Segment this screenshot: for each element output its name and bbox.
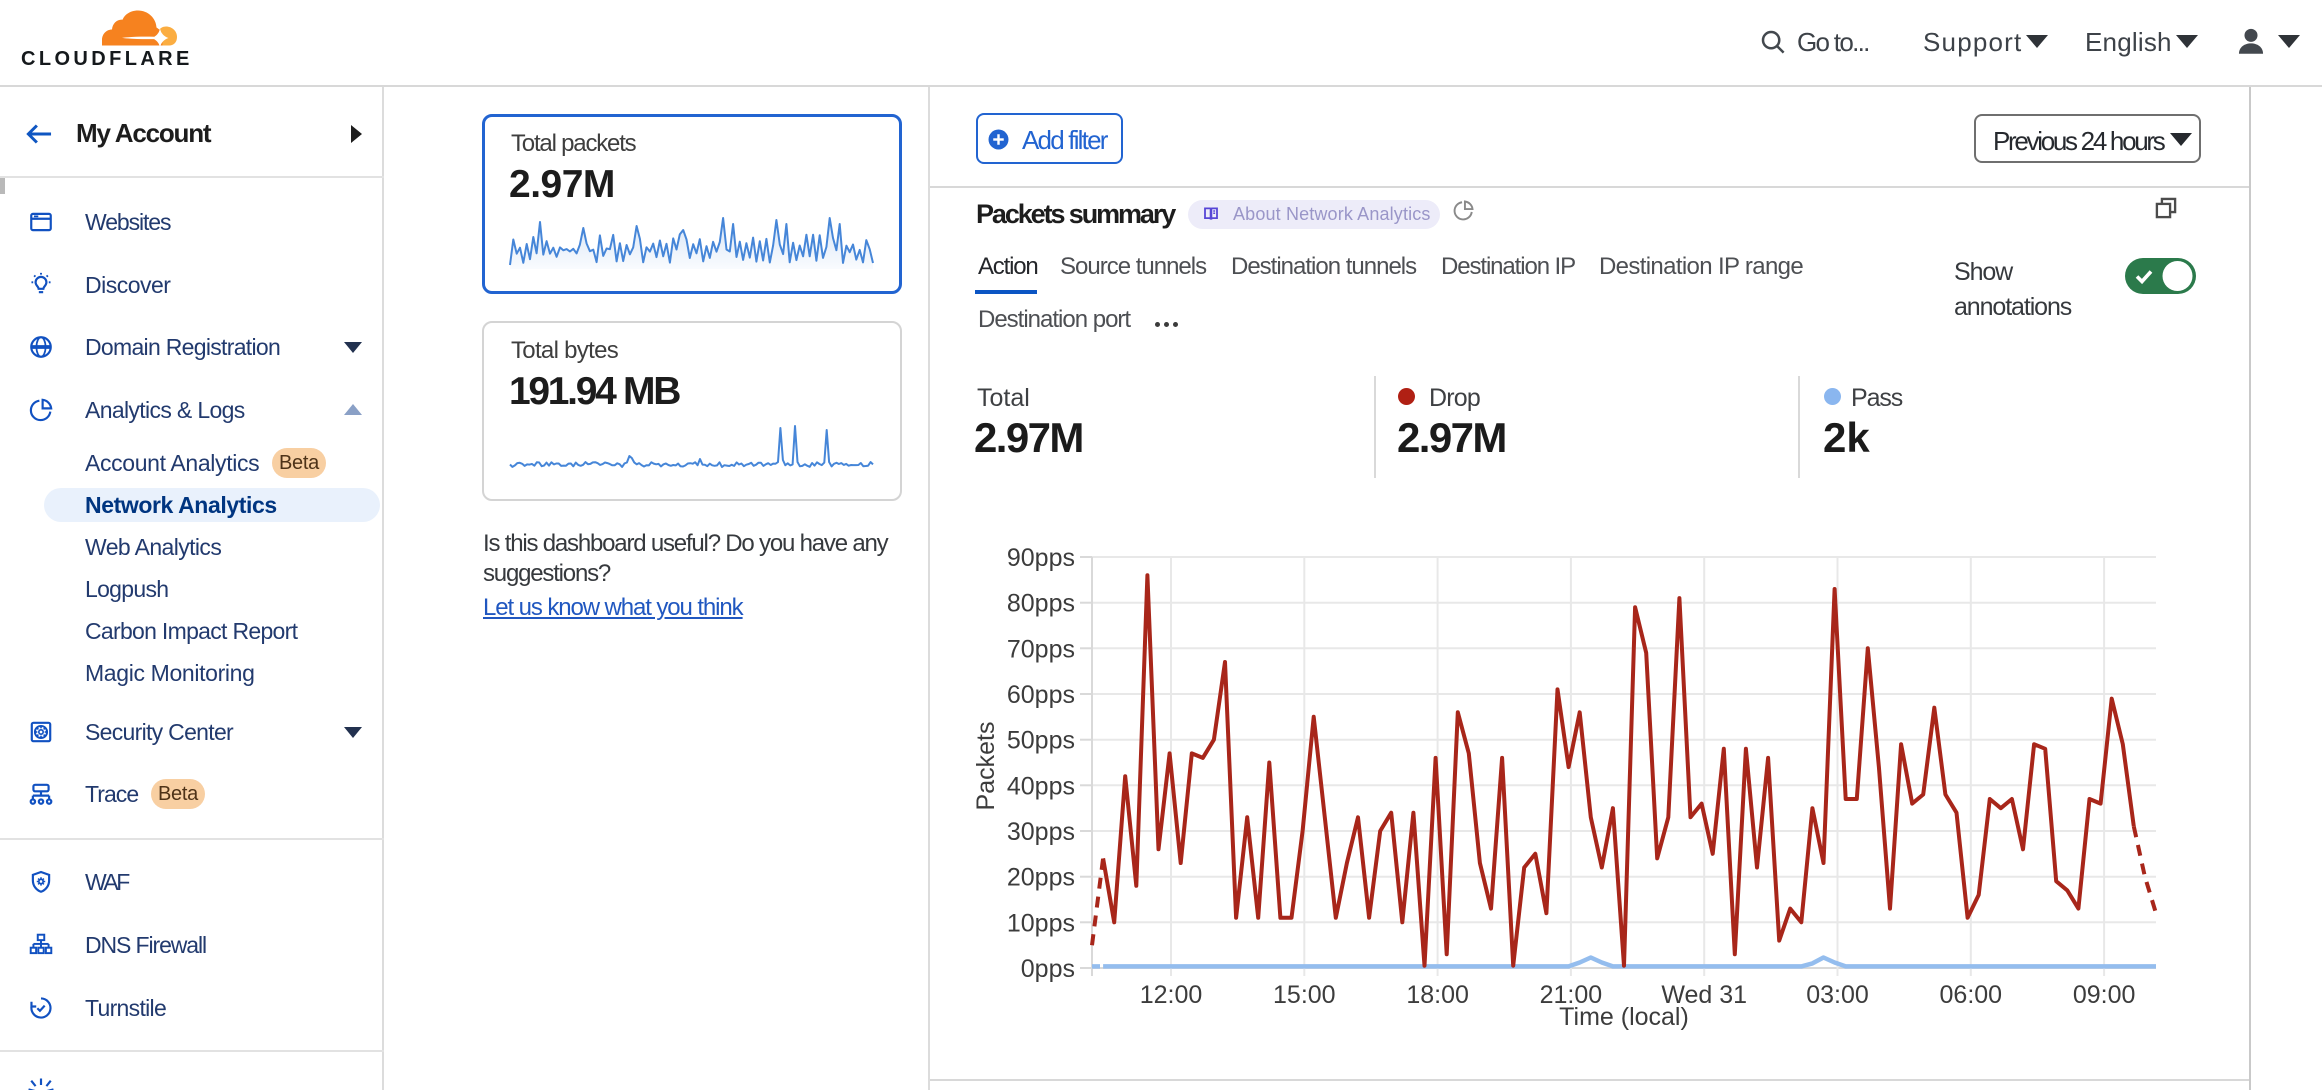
svg-text:10pps: 10pps [1007, 909, 1075, 937]
svg-text:80pps: 80pps [1007, 590, 1075, 618]
svg-text:21:00: 21:00 [1540, 981, 1603, 1009]
svg-text:90pps: 90pps [1007, 544, 1075, 572]
svg-text:20pps: 20pps [1007, 864, 1075, 892]
svg-text:30pps: 30pps [1007, 818, 1075, 846]
svg-text:60pps: 60pps [1007, 681, 1075, 709]
svg-text:Packets: Packets [972, 722, 1000, 811]
svg-text:12:00: 12:00 [1140, 981, 1203, 1009]
svg-text:03:00: 03:00 [1806, 981, 1869, 1009]
svg-text:50pps: 50pps [1007, 727, 1075, 755]
svg-text:06:00: 06:00 [1940, 981, 2003, 1009]
svg-text:Wed 31: Wed 31 [1661, 981, 1747, 1009]
svg-text:Time (local): Time (local) [1559, 1003, 1689, 1031]
svg-text:40pps: 40pps [1007, 772, 1075, 800]
svg-text:09:00: 09:00 [2073, 981, 2136, 1009]
svg-text:0pps: 0pps [1021, 955, 1075, 983]
svg-text:15:00: 15:00 [1273, 981, 1336, 1009]
svg-text:70pps: 70pps [1007, 635, 1075, 663]
svg-text:18:00: 18:00 [1406, 981, 1469, 1009]
